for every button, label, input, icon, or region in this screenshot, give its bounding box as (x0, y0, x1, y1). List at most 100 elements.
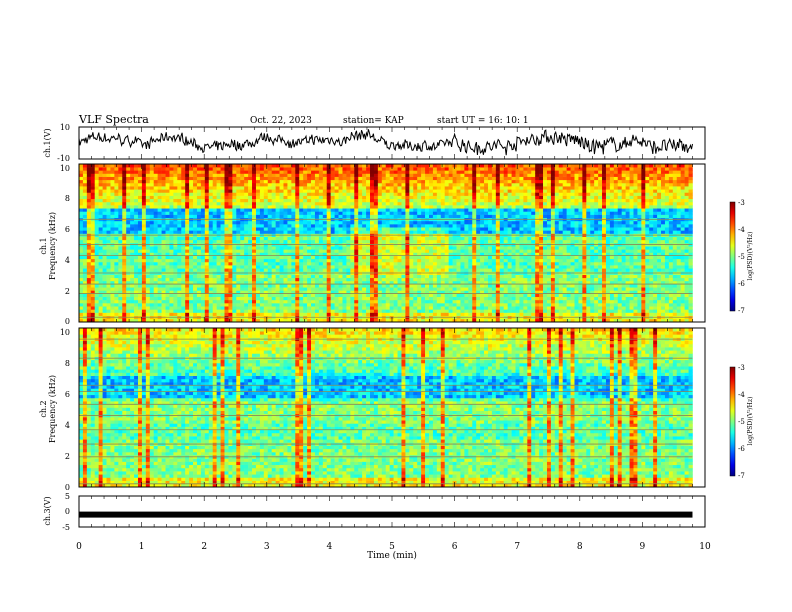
spectrogram-cell (389, 211, 394, 215)
spectrogram-cell (397, 224, 402, 228)
spectrogram-cell (334, 167, 339, 171)
spectrogram-cell (432, 239, 438, 244)
spectrogram-cell (149, 179, 155, 184)
spectrogram-cell (259, 167, 265, 171)
spectrogram-cell (196, 303, 202, 307)
spectrogram-cell (381, 186, 387, 190)
spectrogram-cell (314, 261, 320, 266)
spectrogram-cell (425, 182, 430, 187)
spectrogram-cell (393, 189, 398, 193)
spectrogram-cell (421, 277, 426, 282)
spectrogram-cell (326, 164, 331, 168)
spectrogram-cell (130, 189, 135, 193)
spectrogram-cell (385, 167, 390, 171)
spectrogram-cell (208, 198, 213, 203)
spectrogram-cell (381, 280, 387, 285)
spectrogram-cell (236, 220, 241, 225)
spectrogram-cell (366, 214, 371, 219)
spectrogram-cell (82, 265, 88, 269)
spectrogram-cell (220, 303, 225, 307)
spectrogram-cell (342, 261, 347, 266)
spectrogram-cell (145, 205, 151, 209)
spectrogram-cell (436, 214, 442, 219)
spectrogram-cell (444, 173, 449, 177)
spectrogram-cell (275, 287, 280, 291)
spectrogram-cell (338, 224, 343, 228)
spectrogram-cell (373, 176, 379, 181)
spectrogram-cell (373, 303, 379, 307)
spectrogram-cell (110, 265, 115, 269)
spectrogram-cell (204, 249, 210, 253)
spectrogram-cell (307, 258, 312, 263)
spectrogram-cell (106, 293, 111, 298)
spectrogram-cell (165, 176, 170, 181)
spectrogram-cell (417, 318, 422, 323)
spectrogram-cell (189, 280, 194, 285)
spectrogram-cell (137, 280, 143, 285)
spectrogram-cell (193, 186, 198, 190)
spectrogram-cell (200, 287, 206, 291)
spectrogram-cell (185, 170, 190, 174)
spectrogram-cell (94, 179, 99, 184)
spectrogram-cell (169, 265, 174, 269)
spectrogram-cell (240, 201, 245, 206)
spectrogram-cell (232, 198, 237, 203)
spectrogram-cell (440, 220, 446, 225)
spectrogram-cell (456, 258, 461, 263)
spectrogram-cell (106, 312, 111, 316)
spectrogram-cell (358, 303, 363, 307)
spectrogram-cell (405, 280, 410, 285)
spectrogram-cell (373, 252, 379, 256)
spectrogram-cell (326, 296, 331, 301)
spectrogram-cell (228, 246, 233, 250)
spectrogram-cell (126, 230, 131, 234)
spectrogram-cell (169, 192, 174, 196)
spectrogram-cell (149, 164, 155, 168)
spectrogram-cell (303, 261, 308, 266)
spectrogram-cell (185, 189, 190, 193)
spectrogram-cell (366, 176, 371, 181)
spectrogram-cell (452, 208, 457, 212)
spectrogram-cell (397, 195, 402, 200)
spectrogram-cell (303, 170, 308, 174)
spectrogram-cell (299, 176, 304, 181)
spectrogram-cell (181, 230, 186, 234)
spectrogram-cell (134, 284, 139, 288)
spectrogram-cell (232, 293, 237, 298)
spectrogram-cell (318, 306, 324, 310)
spectrogram-cell (157, 246, 162, 250)
spectrogram-cell (126, 224, 131, 228)
spectrogram-cell (122, 164, 127, 168)
spectrogram-cell (456, 189, 461, 193)
spectrogram-cell (279, 208, 284, 212)
spectrogram-cell (405, 208, 410, 212)
spectrogram-cell (432, 284, 438, 288)
spectrogram-cell (401, 246, 406, 250)
spectrogram-cell (456, 164, 461, 168)
spectrogram-cell (432, 274, 438, 279)
spectrogram-cell (370, 280, 375, 285)
spectrogram-cell (460, 277, 465, 282)
spectrogram-cell (389, 182, 394, 187)
spectrogram-cell (102, 198, 107, 203)
spectrogram-cell (248, 252, 253, 256)
spectrogram-cell (342, 179, 347, 184)
spectrogram-cell (283, 312, 288, 316)
spectrogram-cell (259, 274, 265, 279)
spectrogram-cell (232, 227, 237, 231)
spectrogram-cell (432, 189, 438, 193)
spectrogram-cell (145, 261, 151, 266)
spectrogram-cell (448, 214, 453, 219)
spectrogram-cell (134, 182, 139, 187)
spectrogram-cell (291, 230, 296, 234)
spectrogram-cell (425, 220, 430, 225)
spectrogram-cell (326, 192, 331, 196)
spectrogram-cell (436, 198, 442, 203)
spectrogram-cell (102, 176, 107, 181)
spectrogram-cell (189, 173, 194, 177)
spectrogram-cell (114, 214, 119, 219)
spectrogram-cell (342, 268, 347, 272)
spectrogram-cell (193, 201, 198, 206)
spectrogram-cell (456, 293, 461, 298)
spectrogram-cell (330, 258, 335, 263)
